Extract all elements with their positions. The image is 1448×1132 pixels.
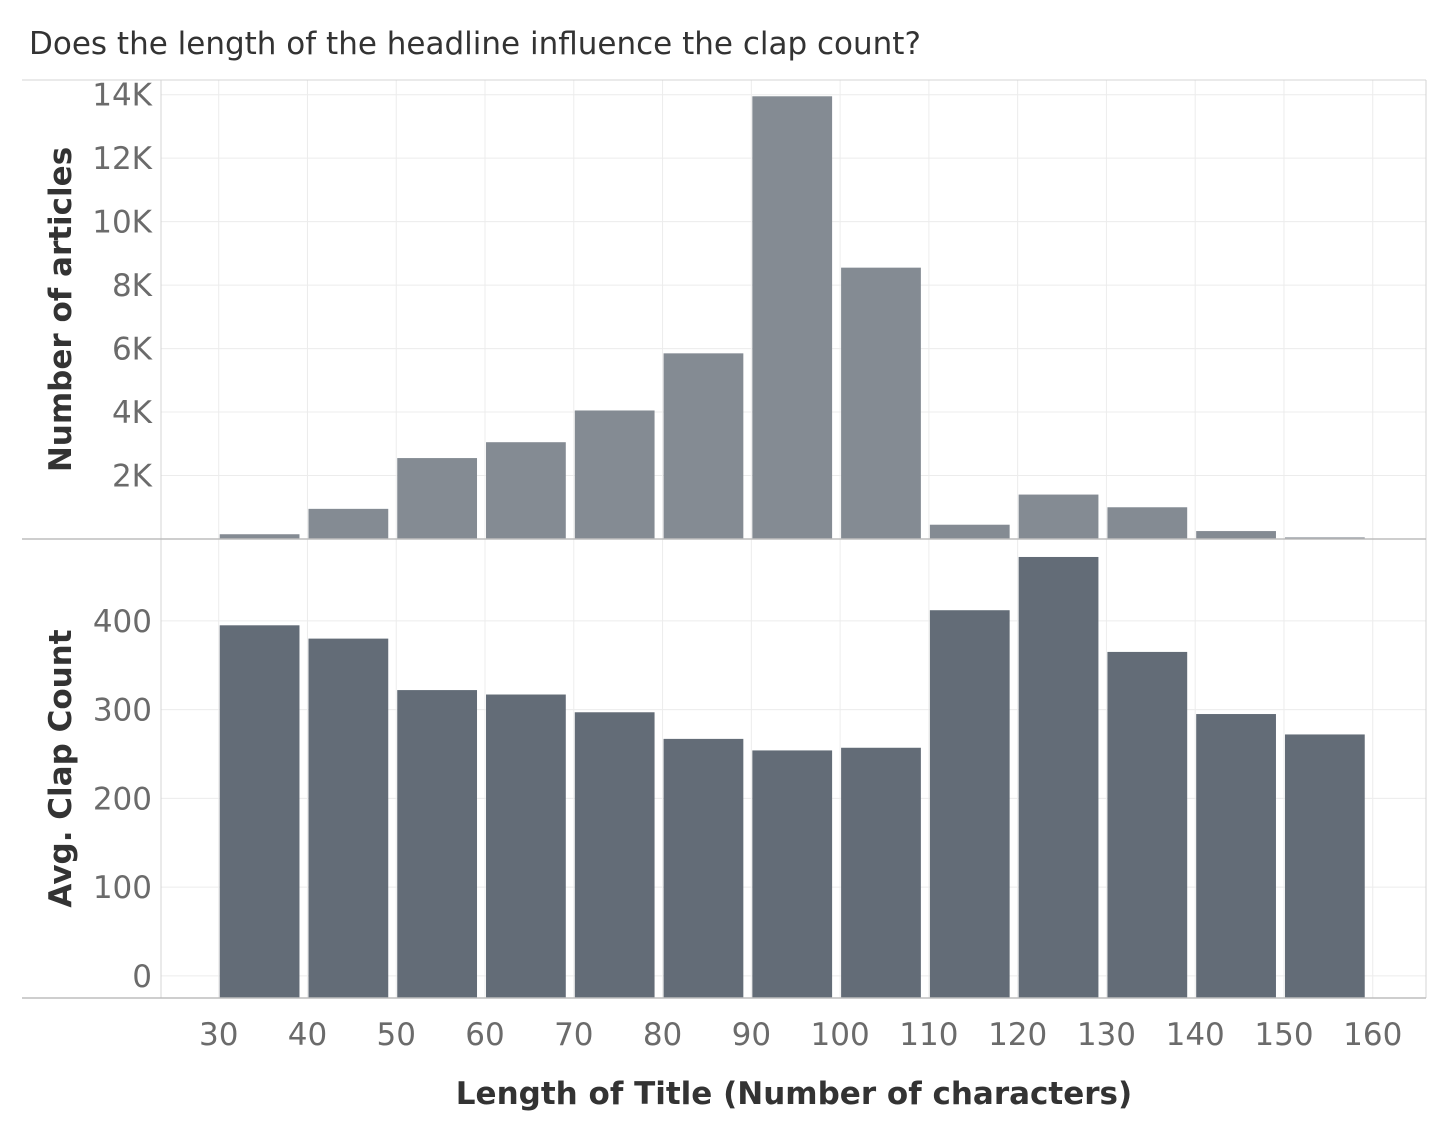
- top-bar: [929, 524, 1010, 539]
- bottom-bar: [1018, 556, 1099, 998]
- top-bar: [752, 96, 833, 539]
- top-y-tick-label: 8K: [112, 268, 153, 304]
- bottom-bar: [486, 694, 566, 998]
- bottom-bar: [574, 712, 655, 998]
- x-tick-label: 110: [899, 1017, 958, 1053]
- bottom-bar: [929, 610, 1010, 998]
- bottom-y-axis-title: Avg. Clap Count: [43, 629, 79, 907]
- bottom-bar: [1284, 734, 1365, 998]
- bottom-y-tick-label: 0: [132, 959, 152, 995]
- x-tick-label: 160: [1343, 1017, 1402, 1053]
- bottom-bar: [308, 638, 389, 998]
- top-bar: [574, 410, 655, 539]
- x-tick-label: 130: [1077, 1017, 1136, 1053]
- x-tick-label: 150: [1254, 1017, 1313, 1053]
- x-tick-label: 30: [199, 1017, 238, 1053]
- bottom-panel-avg-clap-count: 0 100 200 300 400 Avg. Clap Count: [43, 539, 1426, 998]
- x-axis-title: Length of Title (Number of characters): [456, 1076, 1132, 1112]
- top-bar: [1284, 537, 1365, 539]
- x-tick-label: 80: [643, 1017, 682, 1053]
- bottom-y-tick-label: 400: [93, 604, 152, 640]
- bottom-y-tick-label: 100: [93, 870, 152, 906]
- bottom-bar: [219, 625, 300, 998]
- top-bar: [308, 508, 389, 539]
- bottom-bar: [1196, 714, 1276, 998]
- top-y-tick-label: 2K: [112, 459, 153, 495]
- bottom-bar: [752, 750, 833, 998]
- x-tick-label: 70: [554, 1017, 593, 1053]
- top-y-axis-title: Number of articles: [43, 147, 79, 472]
- top-bar: [841, 267, 921, 539]
- x-tick-label: 140: [1166, 1017, 1225, 1053]
- top-bar: [1196, 531, 1276, 539]
- top-y-tick-label: 10K: [92, 205, 152, 241]
- top-bar: [397, 458, 478, 539]
- x-tick-label: 90: [732, 1017, 771, 1053]
- top-y-tick-label: 4K: [112, 395, 153, 431]
- top-panel-number-of-articles: 2K 4K 6K 8K 10K 12K 14K Number of articles: [43, 78, 1426, 539]
- top-y-tick-label: 14K: [92, 78, 152, 114]
- bottom-bar: [663, 738, 744, 998]
- bottom-bar: [841, 747, 921, 998]
- chart-title: Does the length of the headline influenc…: [29, 26, 921, 62]
- x-tick-label: 120: [988, 1017, 1047, 1053]
- bottom-bar: [1107, 651, 1188, 998]
- bottom-y-tick-label: 200: [93, 781, 152, 817]
- top-bar: [663, 353, 744, 539]
- x-tick-label: 100: [811, 1017, 870, 1053]
- bottom-bar: [397, 690, 478, 998]
- x-tick-label: 50: [377, 1017, 416, 1053]
- top-bar: [219, 534, 300, 539]
- bottom-y-tick-label: 300: [93, 693, 152, 729]
- top-bar: [1107, 507, 1188, 539]
- top-y-tick-label: 12K: [92, 141, 152, 177]
- x-tick-label: 60: [465, 1017, 504, 1053]
- top-y-tick-label: 6K: [112, 332, 153, 368]
- x-axis: 30 40 50 60 70 80 90 100 110 120 130 140 150 160 Lengt…: [22, 79, 1427, 1112]
- top-bar: [1018, 494, 1099, 539]
- top-bar: [486, 442, 566, 539]
- x-tick-label: 40: [288, 1017, 327, 1053]
